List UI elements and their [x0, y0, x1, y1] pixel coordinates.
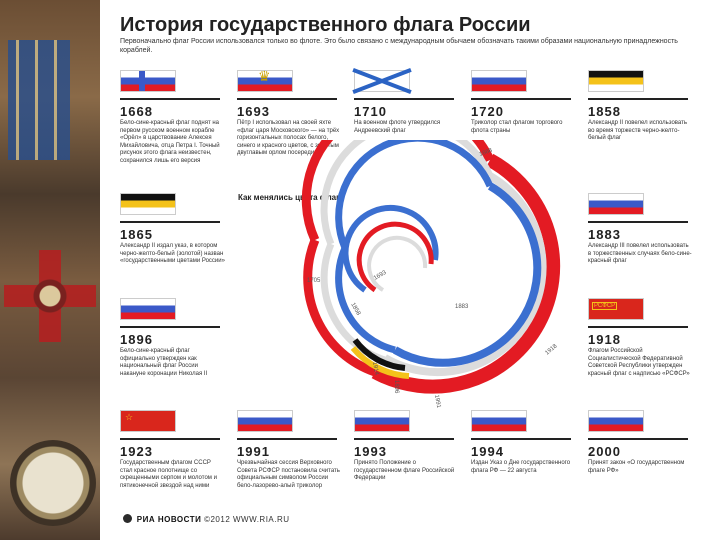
year-description: Триколор стал флагом торгового флота стр…: [471, 120, 563, 134]
flag-1991: [237, 410, 293, 432]
flag-1865: [120, 193, 176, 215]
spiral-year: 1705: [307, 278, 321, 284]
timeline-entry-1883: 1883 Александр III повелел использовать …: [588, 193, 696, 266]
spiral-year: 1991: [433, 394, 441, 409]
flag-1993: [354, 410, 410, 432]
flag-1896: [120, 298, 176, 320]
year-label: 1994: [471, 438, 571, 459]
flag-1693: [237, 68, 293, 92]
timeline-entry-1720: 1720 Триколор стал флагом торгового флот…: [471, 70, 579, 135]
year-description: Принят закон «О государственном флаге РФ…: [588, 460, 685, 474]
timeline-entry-1710: 1710 На военном флоте утвердился Андреев…: [354, 70, 462, 135]
footer-credit: РИА НОВОСТИ ©2012 WWW.RIA.RU: [123, 514, 290, 524]
flag-1858: [588, 70, 644, 92]
flag-1720: [471, 70, 527, 92]
timeline-entry-1994: 1994 Издан Указ о Дне государственного ф…: [471, 410, 579, 475]
flag-1883: [588, 193, 644, 215]
medal-ribbon-image: [8, 40, 70, 160]
spiral-band-blue-left: [335, 246, 396, 354]
spiral-band-red-inner: [356, 221, 434, 293]
spiral-year: 1914: [371, 361, 379, 376]
year-description: Александр II повелел использовать во вре…: [588, 120, 687, 141]
flag-andreev: [354, 70, 410, 92]
page-subtitle: Первоначально флаг России использовался …: [120, 38, 678, 54]
pocket-watch-image: [10, 440, 96, 526]
footer-brand: РИА НОВОСТИ: [136, 515, 202, 524]
spiral-band-red-outer: [371, 153, 561, 394]
spiral-band-white-outer: [383, 172, 547, 376]
year-label: 1858: [588, 98, 688, 119]
flag-1923: [120, 410, 176, 432]
spiral-heading: Как менялись цвета флага: [238, 193, 344, 202]
spiral-band-white-top: [320, 140, 494, 246]
year-description: Государственным флагом СССР стал красное…: [120, 460, 217, 489]
ria-logo-icon: [123, 514, 132, 523]
timeline-entry-1991: 1991 Чрезвычайная сессия Верховного Сове…: [237, 410, 345, 490]
year-label: 1720: [471, 98, 571, 119]
spiral-year: 1883: [455, 304, 469, 310]
spiral-year: 1668: [479, 147, 494, 157]
year-label: 1693: [237, 98, 337, 119]
spiral-bands: [301, 140, 561, 394]
spiral-band-yellow: [350, 346, 410, 379]
spiral-band-blue-outer: [393, 182, 542, 367]
timeline-entry-1993: 1993 Принято Положение о государственном…: [354, 410, 462, 483]
year-label: 1991: [237, 438, 337, 459]
timeline-entry-1668: 1668 Бело-сине-красный флаг поднят на пе…: [120, 70, 228, 165]
year-description: Бело-сине-красный флаг официально утверж…: [120, 348, 208, 377]
order-cross-image: [4, 250, 96, 342]
color-spiral-diagram: 1668 1693 1705 1858 1883 1896 1914 1918 …: [301, 140, 561, 409]
spiral-band-black: [352, 338, 406, 371]
spiral-band-white-inner: [367, 235, 428, 292]
spiral-year: 1918: [544, 343, 559, 357]
timeline-entry-2000: 2000 Принят закон «О государственном фла…: [588, 410, 696, 475]
year-label: 1896: [120, 326, 220, 347]
year-description: Принято Положение о государственном флаг…: [354, 460, 455, 481]
timeline-entry-1858: 1858 Александр II повелел использовать в…: [588, 70, 696, 143]
timeline-entry-1896: 1896 Бело-сине-красный флаг официально у…: [120, 298, 228, 378]
year-label: 1993: [354, 438, 454, 459]
year-label: 1710: [354, 98, 454, 119]
year-description: Чрезвычайная сессия Верховного Совета РС…: [237, 460, 340, 489]
year-description: Пётр I использовал на своей яхте «флаг ц…: [237, 120, 340, 156]
year-description: Александр II издал указ, в котором черно…: [120, 243, 225, 264]
spiral-year: 1896: [393, 380, 399, 394]
flag-1918: [588, 298, 644, 320]
spiral-band-blue-inner: [342, 204, 439, 293]
year-label: 1883: [588, 221, 688, 242]
year-description: Флагом Российской Социалистической Федер…: [588, 348, 690, 377]
spiral-band-blue-top: [335, 140, 494, 250]
year-label: 2000: [588, 438, 688, 459]
spiral-band-red-left: [303, 238, 377, 377]
year-label: 1923: [120, 438, 220, 459]
timeline-entry-1923: 1923 Государственным флагом СССР стал кр…: [120, 410, 228, 490]
year-description: Издан Указ о Дне государственного флага …: [471, 460, 571, 474]
year-label: 1865: [120, 221, 220, 242]
flag-1994: [471, 410, 527, 432]
infographic-panel: История государственного флага России Пе…: [105, 0, 720, 540]
timeline-entry-1918: 1918 Флагом Российской Социалистической …: [588, 298, 696, 378]
year-label: 1668: [120, 98, 220, 119]
page-title: История государственного флага России: [120, 14, 531, 36]
timeline-entry-1865: 1865 Александр II издал указ, в котором …: [120, 193, 228, 266]
footer-copyright: ©2012 WWW.RIA.RU: [204, 515, 290, 524]
year-description: На военном флоте утвердился Андреевский …: [354, 120, 441, 134]
flag-1668: [120, 70, 176, 92]
year-description: Бело-сине-красный флаг поднят на первом …: [120, 120, 220, 164]
decorative-photo-strip: [0, 0, 100, 540]
year-description: Александр III повелел использовать в тор…: [588, 243, 692, 264]
spiral-band-red-top: [301, 140, 495, 242]
spiral-year: 1693: [373, 270, 388, 282]
year-label: 1918: [588, 326, 688, 347]
flag-2000: [588, 410, 644, 432]
timeline-entry-1693: 1693 Пётр I использовал на своей яхте «ф…: [237, 68, 345, 158]
